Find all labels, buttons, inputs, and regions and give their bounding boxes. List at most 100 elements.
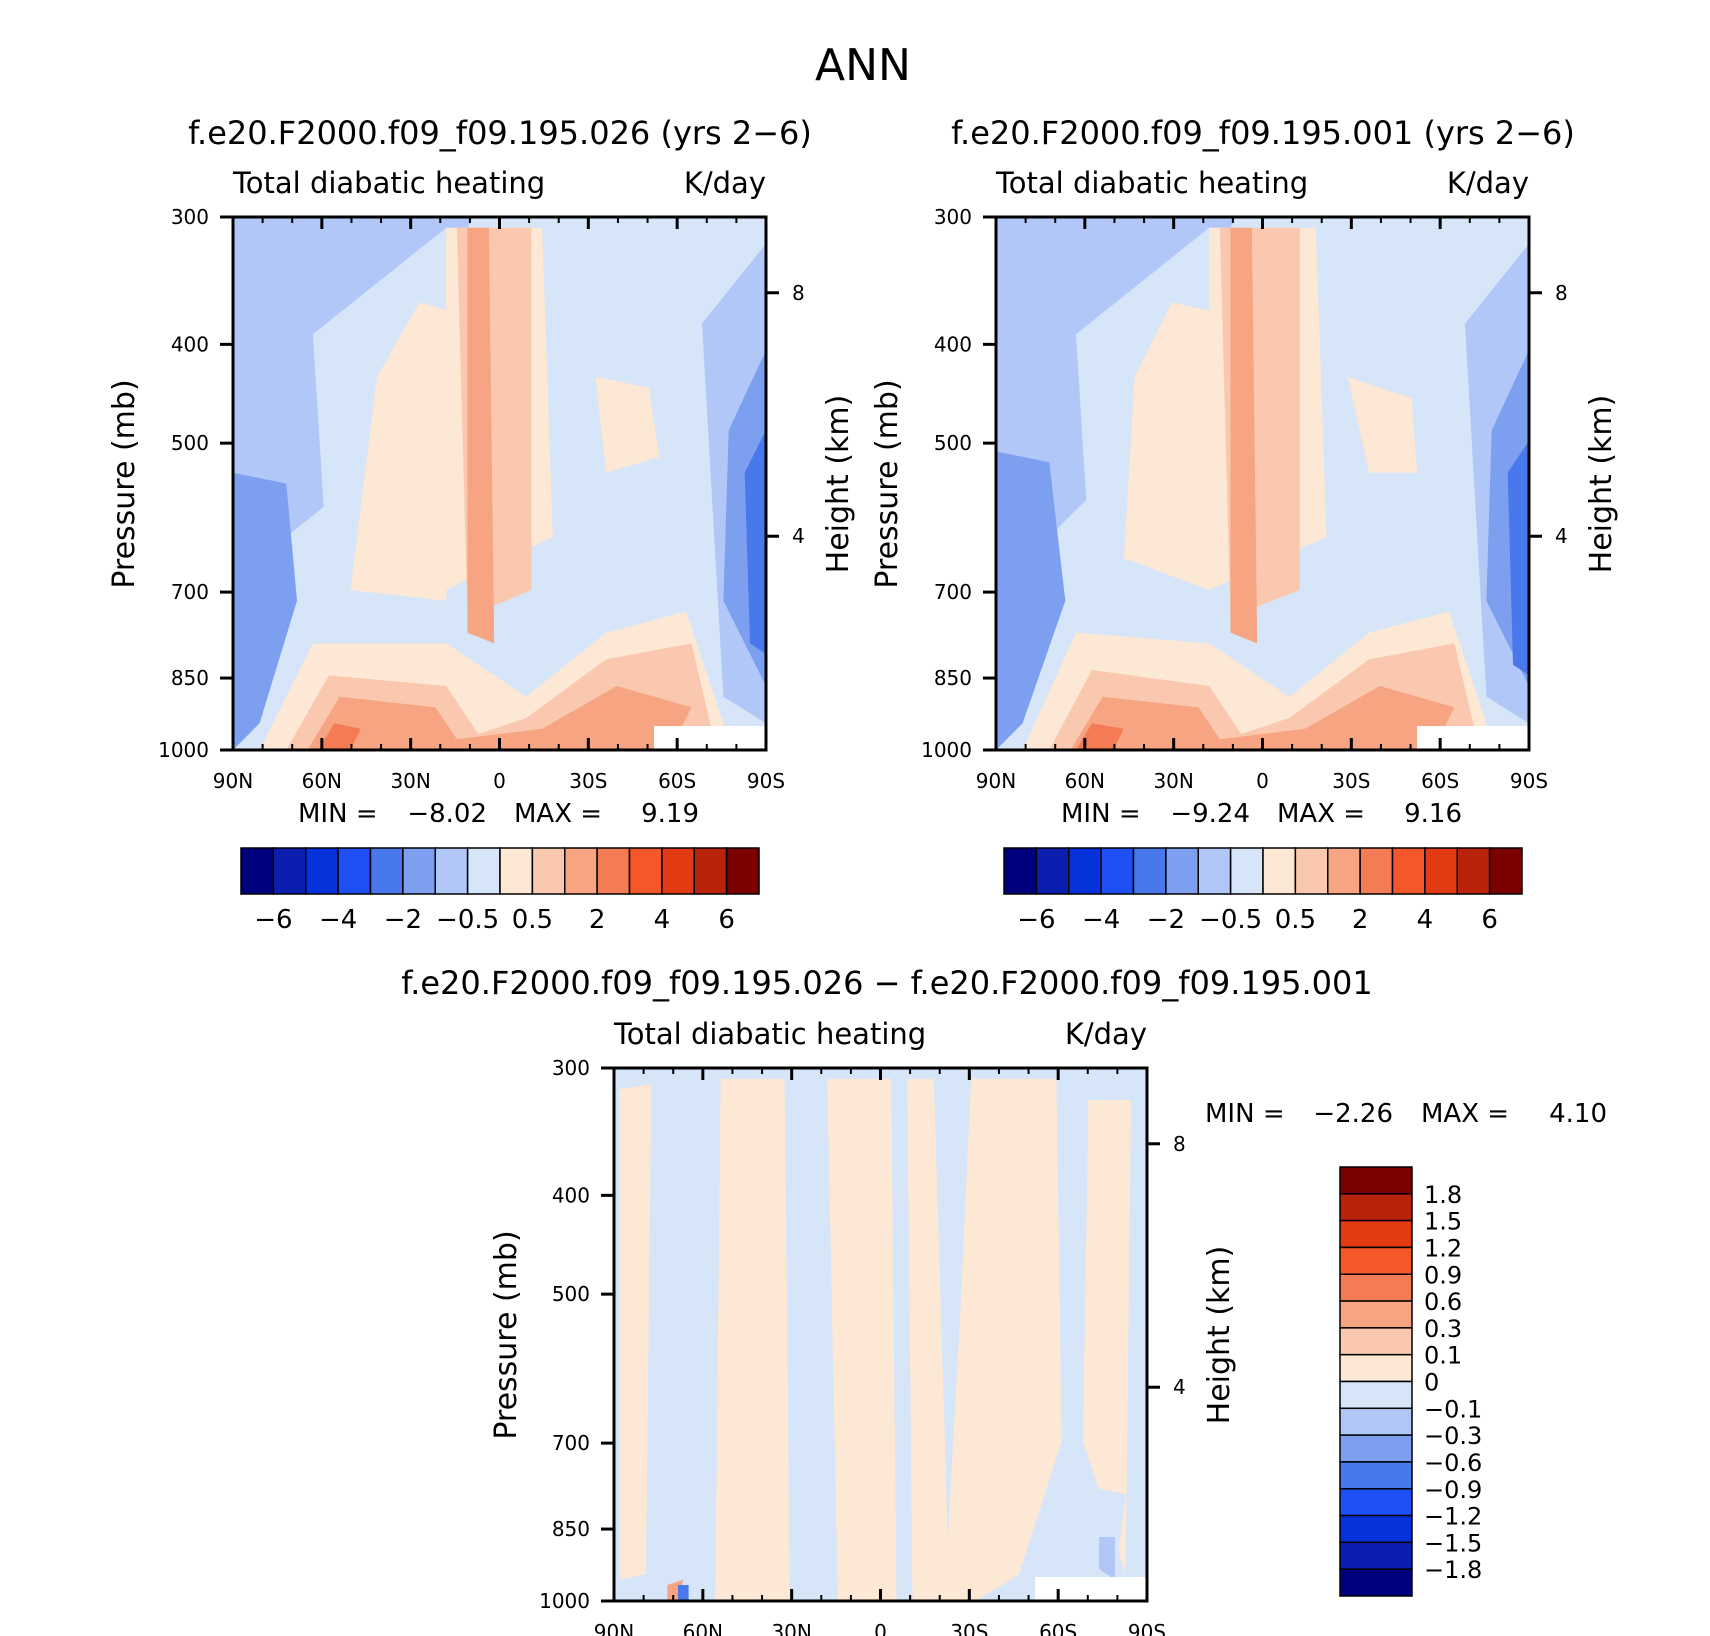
panel-3-minmax: MIN = −2.26 MAX = 4.10 [1205,1099,1607,1129]
panel-1-subtitle-left: Total diabatic heating [232,166,545,200]
panel-1-title: f.e20.F2000.f09_f09.195.026 (yrs 2−6) [188,114,812,152]
contour-region [233,217,473,633]
contour-region [996,451,1066,750]
y-right-tick-label: 8 [1173,1132,1186,1156]
colorbar-box [1262,847,1297,895]
panel-1-colorbar: −6 −4 −2 −0.5 0.5 2 4 6 [240,847,760,935]
colorbar-label: −1.5 [1424,1529,1482,1557]
y-right-tick-label: 4 [1173,1375,1186,1399]
y-right-tick-label: 8 [792,281,805,305]
y-tick-label: 500 [171,431,209,455]
x-tick-label: 60N [1065,769,1105,793]
colorbar-box [402,847,436,895]
colorbar-box [1165,847,1199,895]
x-tick-label: 0 [874,1620,887,1636]
colorbar-box [1100,847,1135,895]
panel-2-colorbar: −6 −4 −2 −0.5 0.5 2 4 6 [1003,847,1523,935]
colorbar-label: −0.1 [1424,1395,1482,1423]
colorbar-box [1339,1327,1413,1356]
contour-region [318,723,361,750]
y-tick-label: 850 [552,1517,590,1541]
x-tick-label: 60S [1421,769,1459,793]
colorbar-label: −2 [384,905,422,935]
contour-region [619,1084,652,1580]
y-right-tick-label: 4 [1555,524,1568,548]
x-tick-label: 90N [976,769,1016,793]
colorbar-label: −4 [1082,905,1120,935]
panel-2-ylabel: Pressure (mb) [870,379,905,588]
panel-2-subtitle-right: K/day [1447,166,1529,200]
colorbar-label: −0.5 [1199,905,1262,935]
y-tick-label: 850 [934,666,972,690]
colorbar-box [1339,1514,1413,1544]
x-tick-label: 90N [213,769,253,793]
x-tick-label: 90S [1128,1620,1166,1636]
y-tick-label: 400 [552,1183,590,1207]
x-tick-label: 60S [1039,1620,1077,1636]
panel-1-subtitle-right: K/day [684,166,766,200]
colorbar-box [1339,1488,1413,1517]
colorbar-box [1339,1461,1413,1490]
colorbar-box [1391,847,1426,895]
colorbar-box [693,847,728,895]
colorbar-label: 6 [718,905,735,935]
y-tick-label: 400 [934,332,972,356]
y-tick-label: 300 [934,205,972,229]
colorbar-box [1035,847,1070,895]
colorbar-label: 4 [654,905,671,935]
colorbar-label: 0.6 [1424,1288,1462,1316]
panel-1-min-label: MIN = [298,799,378,829]
contour-region [1076,723,1124,750]
contour-region [350,302,457,601]
colorbar-label: −6 [1017,905,1055,935]
x-tick-label: 30S [569,769,607,793]
colorbar-box [1327,847,1361,895]
y-tick-label: 500 [934,431,972,455]
colorbar-box [499,847,534,895]
panel-3-colorbar: 1.81.51.20.90.60.30.10−0.1−0.3−0.6−0.9−1… [1339,1166,1482,1597]
panel-3-ylabel: Pressure (mb) [489,1230,524,1439]
panel-3-plot-area: 90N 60N 30N 0 30S 60S 90S 300 400 500 700 850 1000 8 4 [539,1056,1186,1636]
y-tick-label: 300 [171,205,209,229]
colorbar-box [1424,847,1458,895]
x-tick-label: 30N [1153,769,1193,793]
colorbar-box [369,847,404,895]
panel-2-title: f.e20.F2000.f09_f09.195.001 (yrs 2−6) [951,114,1575,152]
colorbar-label: −0.3 [1424,1422,1482,1450]
panel-2-max-label: MAX = [1277,799,1365,829]
colorbar-box [1359,847,1394,895]
panel-3-min-label: MIN = [1205,1099,1285,1129]
colorbar-label: 2 [1352,905,1369,935]
panel-1-plot-area: 90N 60N 30N 0 30S 60S 90S 300 400 500 700 850 1000 8 4 [158,205,805,793]
colorbar-label: −1.2 [1424,1503,1482,1531]
colorbar-box [1339,1273,1413,1302]
colorbar-box [661,847,695,895]
colorbar-box [1229,847,1264,895]
contour-region [595,376,660,473]
colorbar-box [272,847,307,895]
colorbar-box [1456,847,1491,895]
x-tick-label: 30S [950,1620,988,1636]
x-tick-label: 30N [771,1620,811,1636]
colorbar-label: 1.8 [1424,1181,1462,1209]
panel-1-minmax: MIN = −8.02 MAX = 9.19 [298,799,699,829]
colorbar-label: 6 [1481,905,1498,935]
colorbar-box [1068,847,1102,895]
contour-region [307,686,692,750]
x-tick-label: 60N [302,769,342,793]
colorbar-label: −0.9 [1424,1476,1482,1504]
contour-region [907,1078,950,1601]
colorbar-box [434,847,469,895]
x-tick-label: 60N [683,1620,723,1636]
contour-region [467,227,495,644]
colorbar-box [564,847,598,895]
contour-region [1230,227,1258,644]
colorbar-label: 0.5 [1275,905,1316,935]
panel-1-ylabel-right: Height (km) [821,395,856,574]
y-tick-label: 850 [171,666,209,690]
panel-2: f.e20.F2000.f09_f09.195.001 (yrs 2−6) To… [870,114,1619,935]
panel-2-subtitle-left: Total diabatic heating [995,166,1308,200]
colorbar-box [1294,847,1329,895]
contour-region [678,1585,689,1601]
panel-3-subtitle-left: Total diabatic heating [613,1017,926,1051]
